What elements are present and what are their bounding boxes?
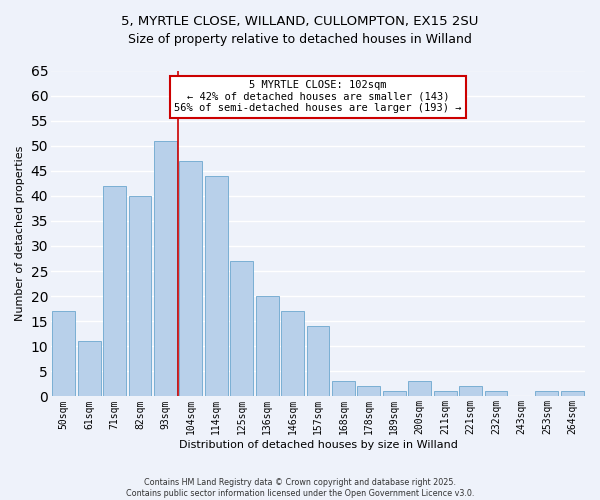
Bar — [561, 392, 584, 396]
Bar — [307, 326, 329, 396]
Bar — [154, 140, 177, 396]
Bar — [52, 311, 75, 396]
Bar — [230, 261, 253, 396]
Bar — [408, 382, 431, 396]
Bar — [358, 386, 380, 396]
Text: Size of property relative to detached houses in Willand: Size of property relative to detached ho… — [128, 32, 472, 46]
Text: 5 MYRTLE CLOSE: 102sqm
← 42% of detached houses are smaller (143)
56% of semi-de: 5 MYRTLE CLOSE: 102sqm ← 42% of detached… — [174, 80, 462, 114]
Bar — [459, 386, 482, 396]
Text: 5, MYRTLE CLOSE, WILLAND, CULLOMPTON, EX15 2SU: 5, MYRTLE CLOSE, WILLAND, CULLOMPTON, EX… — [121, 15, 479, 28]
Bar — [332, 382, 355, 396]
Y-axis label: Number of detached properties: Number of detached properties — [15, 146, 25, 321]
Bar — [103, 186, 126, 396]
Bar — [256, 296, 278, 396]
X-axis label: Distribution of detached houses by size in Willand: Distribution of detached houses by size … — [179, 440, 457, 450]
Text: Contains HM Land Registry data © Crown copyright and database right 2025.
Contai: Contains HM Land Registry data © Crown c… — [126, 478, 474, 498]
Bar — [128, 196, 151, 396]
Bar — [485, 392, 508, 396]
Bar — [434, 392, 457, 396]
Bar — [281, 311, 304, 396]
Bar — [535, 392, 558, 396]
Bar — [77, 342, 101, 396]
Bar — [179, 161, 202, 396]
Bar — [205, 176, 228, 396]
Bar — [383, 392, 406, 396]
